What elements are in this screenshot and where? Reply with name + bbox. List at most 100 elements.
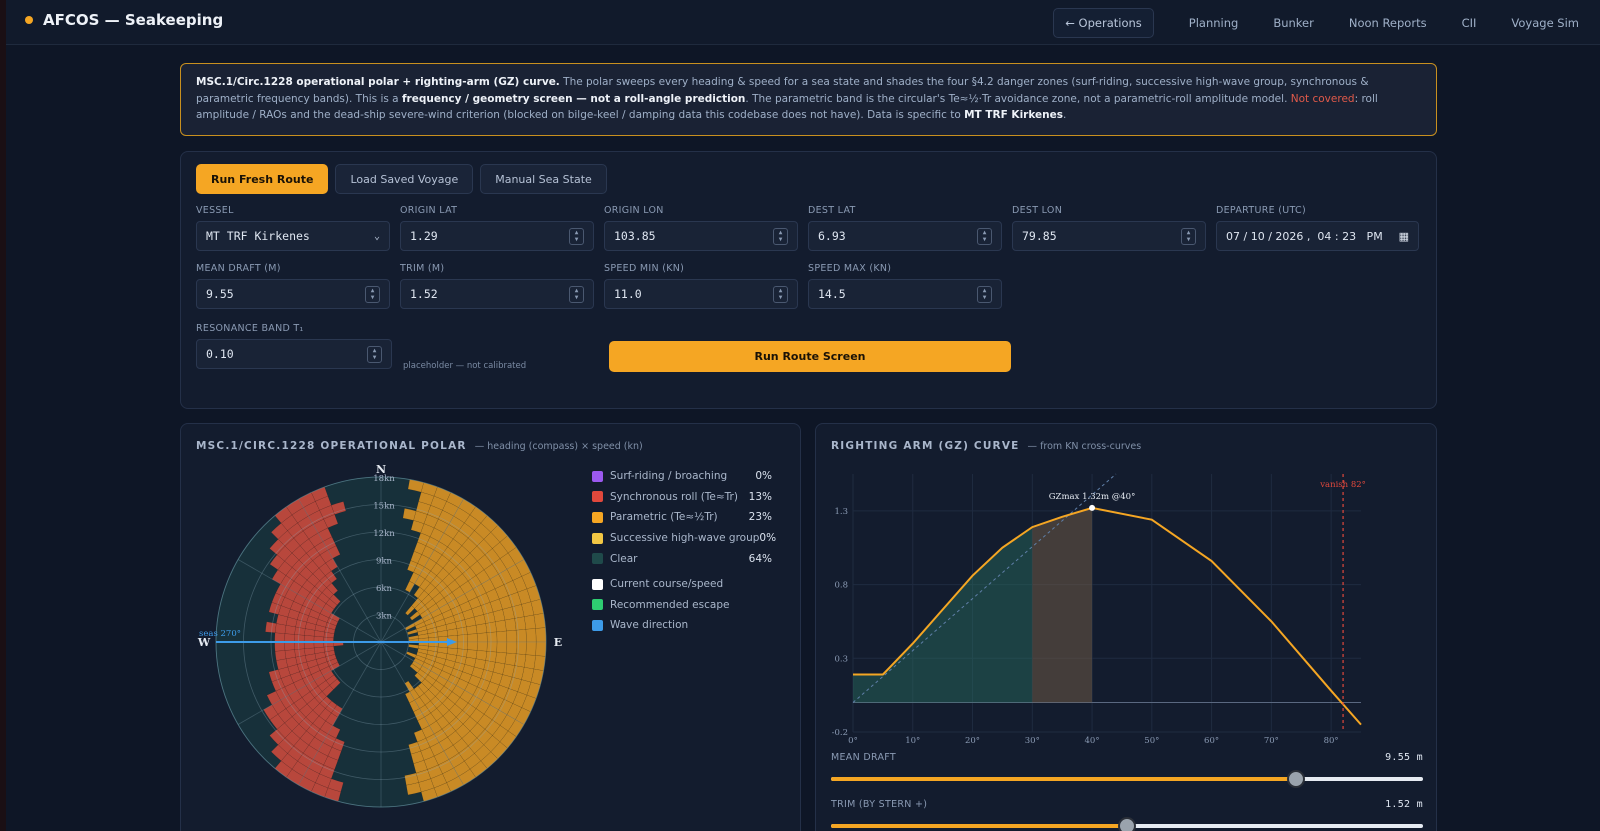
vessel-field: VESSEL MT TRF Kirkenes ⌄ bbox=[196, 205, 390, 251]
nav-back-operations[interactable]: ← Operations bbox=[1053, 8, 1154, 38]
polar-spoke bbox=[298, 641, 382, 786]
window-edge bbox=[0, 0, 6, 831]
gz-x-tick-label: 20° bbox=[965, 736, 980, 746]
spinner-icon[interactable]: ▲ ▼ bbox=[977, 227, 992, 245]
info-notice: MSC.1/Circ.1228 operational polar + righ… bbox=[180, 63, 1437, 136]
polar-zone-cell bbox=[535, 641, 547, 657]
legend-item[interactable]: Surf-riding / broaching 0% bbox=[592, 466, 772, 487]
polar-speed-label: 15kn bbox=[373, 502, 395, 512]
polar-speed-label: 12kn bbox=[373, 529, 395, 539]
trim-slider[interactable] bbox=[831, 817, 1423, 831]
gz-x-tick-label: 30° bbox=[1025, 736, 1040, 746]
legend-percent: 23% bbox=[748, 511, 772, 524]
legend-swatch bbox=[592, 578, 603, 590]
origin-lon-input[interactable]: 103.85 ▲ ▼ bbox=[604, 221, 798, 251]
polar-zone-cell bbox=[303, 641, 315, 649]
legend-item[interactable]: Recommended escape bbox=[592, 595, 772, 616]
vessel-select[interactable]: MT TRF Kirkenes ⌄ bbox=[196, 221, 390, 251]
nav-noon-reports[interactable]: Noon Reports bbox=[1348, 16, 1427, 30]
spinner-icon[interactable]: ▲ ▼ bbox=[977, 285, 992, 303]
speed-max-input[interactable]: 14.5 ▲ ▼ bbox=[808, 279, 1002, 309]
nav-cii[interactable]: CII bbox=[1461, 16, 1477, 30]
slider-fill bbox=[831, 777, 1296, 781]
speed-max-field: SPEED MAX (KN) 14.5 ▲ ▼ bbox=[808, 263, 1002, 309]
polar-zone-cell bbox=[266, 690, 281, 706]
speed-min-field: SPEED MIN (KN) 11.0 ▲ ▼ bbox=[604, 263, 798, 309]
gz-title: RIGHTING ARM (GZ) CURVE bbox=[831, 440, 1020, 452]
tab-load-saved-voyage[interactable]: Load Saved Voyage bbox=[335, 164, 474, 194]
resonance-input[interactable]: 0.10 ▲ ▼ bbox=[196, 339, 392, 369]
legend-swatch bbox=[592, 491, 603, 503]
departure-input[interactable]: 07 / 10 / 2026 , 04 : 23 PM ▦ bbox=[1216, 221, 1419, 251]
polar-speed-label: 9kn bbox=[376, 557, 393, 567]
spinner-icon[interactable]: ▲ ▼ bbox=[569, 227, 584, 245]
speed-min-input[interactable]: 11.0 ▲ ▼ bbox=[604, 279, 798, 309]
main-nav: ← Operations Planning Bunker Noon Report… bbox=[1053, 8, 1600, 38]
polar-zone-cell bbox=[269, 728, 286, 746]
legend-item[interactable]: Wave direction bbox=[592, 615, 772, 636]
notice-text-1: The polar sweeps every heading & speed f… bbox=[196, 76, 1369, 105]
legend-item[interactable]: Parametric (Te≈½Tr) 23% bbox=[592, 507, 772, 528]
polar-zone-cell bbox=[467, 641, 478, 651]
spinner-icon[interactable]: ▲ ▼ bbox=[569, 285, 584, 303]
legend-item[interactable]: Clear 64% bbox=[592, 548, 772, 569]
wave-direction-label: seas 270° bbox=[199, 629, 241, 639]
dest-lat-value: 6.93 bbox=[818, 229, 846, 243]
gz-y-tick-label: -0.2 bbox=[832, 728, 848, 738]
legend-item[interactable]: Current course/speed bbox=[592, 574, 772, 595]
polar-title: MSC.1/CIRC.1228 OPERATIONAL POLAR bbox=[196, 440, 467, 452]
gz-curve bbox=[853, 506, 1362, 726]
polar-zone-cell bbox=[274, 760, 293, 778]
origin-lat-input[interactable]: 1.29 ▲ ▼ bbox=[400, 221, 594, 251]
trim-input[interactable]: 1.52 ▲ ▼ bbox=[400, 279, 594, 309]
polar-spoke bbox=[380, 559, 525, 643]
dest-lon-value: 79.85 bbox=[1022, 229, 1057, 243]
nav-voyage-sim[interactable]: Voyage Sim bbox=[1511, 16, 1579, 30]
polar-zone-cell bbox=[330, 501, 347, 515]
gz-x-tick-label: 10° bbox=[905, 736, 920, 746]
nav-planning[interactable]: Planning bbox=[1188, 16, 1239, 30]
dest-lon-input[interactable]: 79.85 ▲ ▼ bbox=[1012, 221, 1206, 251]
slider-handle[interactable] bbox=[1118, 817, 1136, 831]
nav-bunker[interactable]: Bunker bbox=[1273, 16, 1314, 30]
gz-y-tick-label: 1.3 bbox=[834, 507, 848, 517]
run-route-screen-button[interactable]: Run Route Screen bbox=[609, 341, 1011, 372]
spinner-icon[interactable]: ▲ ▼ bbox=[365, 285, 380, 303]
polar-legend: Surf-riding / broaching 0% Synchronous rol… bbox=[592, 466, 776, 636]
polar-zone-cell bbox=[495, 619, 507, 633]
mean-draft-slider[interactable] bbox=[831, 770, 1423, 788]
legend-swatch bbox=[592, 599, 603, 611]
legend-label: Surf-riding / broaching bbox=[610, 470, 728, 483]
calendar-icon[interactable]: ▦ bbox=[1398, 229, 1409, 243]
legend-item[interactable]: Synchronous roll (Te≈Tr) 13% bbox=[592, 487, 772, 508]
legend-label: Wave direction bbox=[610, 619, 689, 632]
spinner-icon[interactable]: ▲ ▼ bbox=[773, 285, 788, 303]
gz-max-marker bbox=[1089, 504, 1096, 511]
mean-draft-label: MEAN DRAFT (M) bbox=[196, 263, 281, 274]
dest-lat-input[interactable]: 6.93 ▲ ▼ bbox=[808, 221, 1002, 251]
polar-zone-cell bbox=[486, 631, 498, 643]
polar-zone-cell bbox=[284, 641, 295, 651]
gz-area-0-30 bbox=[853, 527, 1033, 703]
polar-zone-cell bbox=[515, 629, 527, 643]
notice-text-4: . bbox=[1063, 109, 1067, 121]
spinner-icon[interactable]: ▲ ▼ bbox=[1181, 227, 1196, 245]
slider-handle[interactable] bbox=[1286, 770, 1305, 788]
dest-lat-field: DEST LAT 6.93 ▲ ▼ bbox=[808, 205, 1002, 251]
gz-x-tick-label: 50° bbox=[1144, 736, 1159, 746]
polar-zone-cell bbox=[476, 641, 488, 652]
polar-subtitle: — heading (compass) × speed (kn) bbox=[474, 441, 643, 452]
tab-manual-sea-state[interactable]: Manual Sea State bbox=[480, 164, 607, 194]
legend-item[interactable]: Successive high-wave group 0% bbox=[592, 528, 776, 549]
spinner-icon[interactable]: ▲ ▼ bbox=[773, 227, 788, 245]
gz-area-30-40 bbox=[1032, 507, 1093, 703]
polar-zone-cell bbox=[294, 634, 305, 643]
polar-zone-cell bbox=[504, 618, 517, 632]
spinner-icon[interactable]: ▲ ▼ bbox=[367, 345, 382, 363]
mean-draft-input[interactable]: 9.55 ▲ ▼ bbox=[196, 279, 390, 309]
polar-zone-cell bbox=[294, 641, 305, 650]
polar-panel: MSC.1/CIRC.1228 OPERATIONAL POLAR — head… bbox=[180, 423, 801, 831]
tab-run-fresh-route[interactable]: Run Fresh Route bbox=[196, 164, 329, 194]
legend-percent: 0% bbox=[755, 470, 772, 483]
